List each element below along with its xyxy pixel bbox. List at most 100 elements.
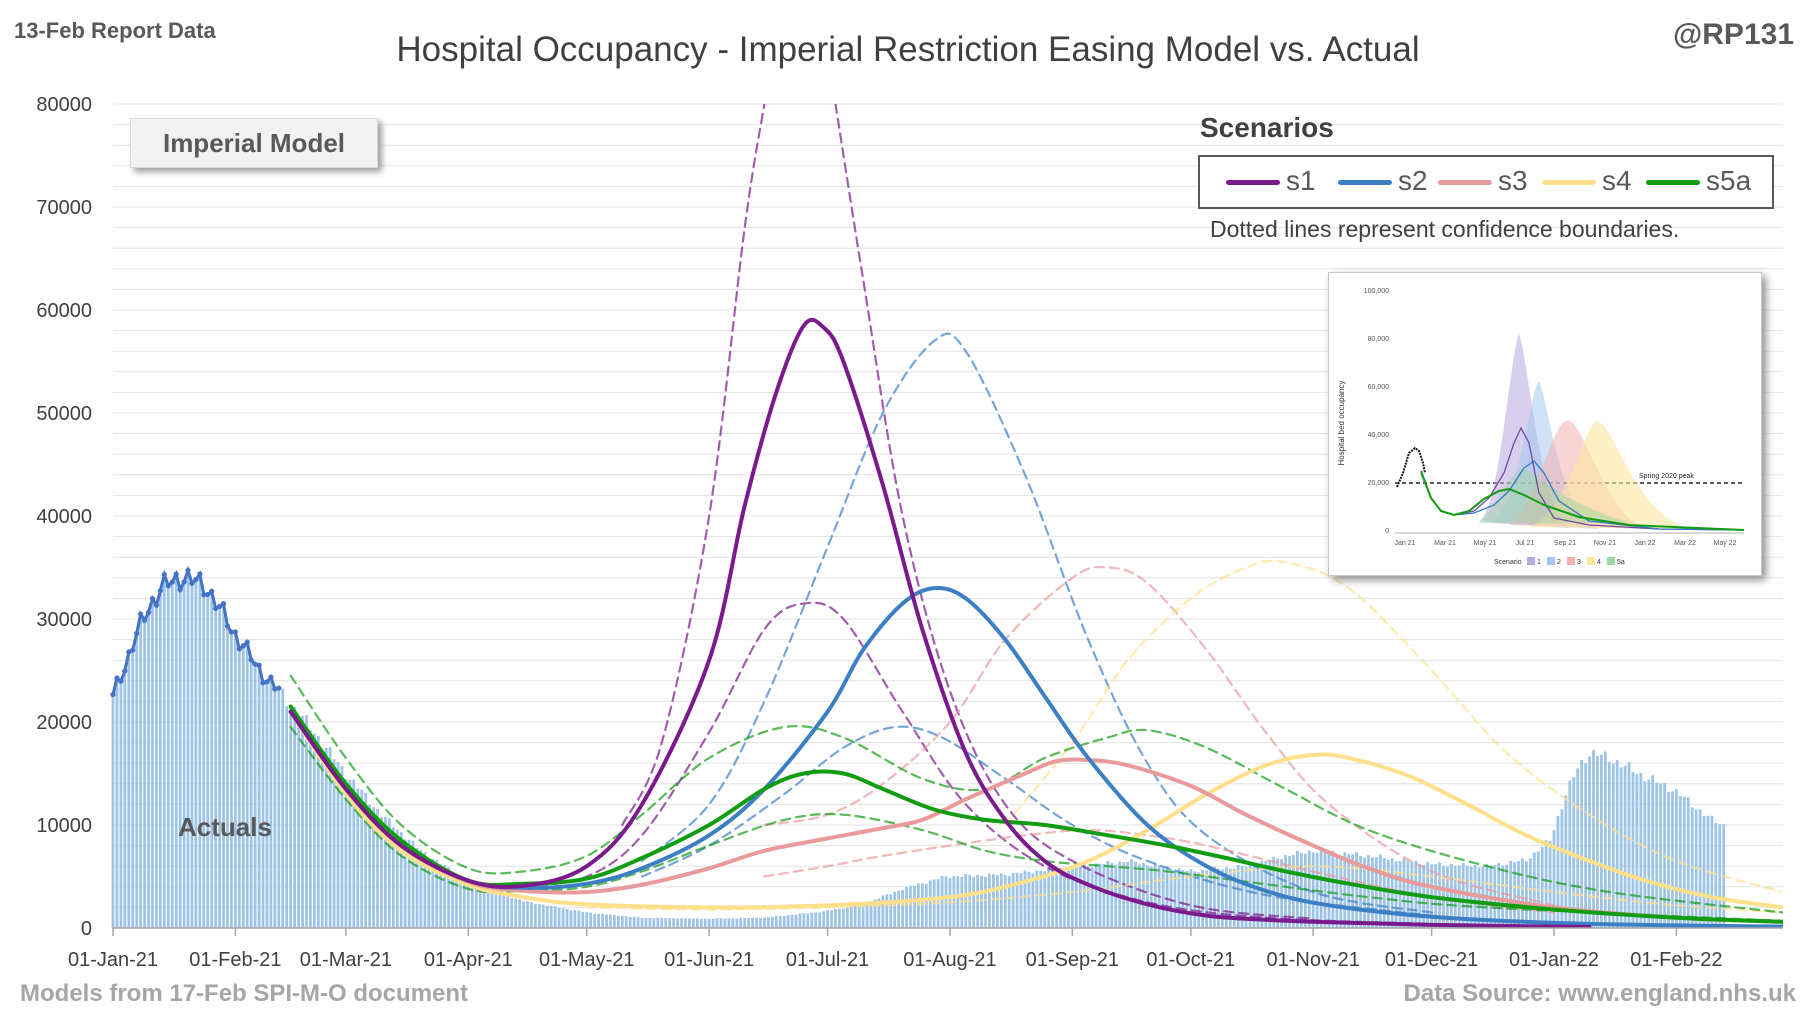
actuals-bar (624, 916, 628, 928)
actuals-bar (688, 918, 691, 928)
legend-swatch-s1 (1226, 180, 1280, 185)
actuals-bar (352, 779, 356, 928)
series-line-s2-lower (640, 725, 1433, 917)
actuals-bar (123, 670, 127, 928)
actuals-bar (984, 876, 987, 928)
actuals-bar (806, 913, 810, 928)
actuals-bar (1505, 864, 1509, 928)
actuals-bar (553, 906, 557, 928)
inset-ytick-60000: 60,000 (1368, 384, 1390, 391)
actuals-bar (1126, 861, 1130, 928)
inset-ylabel: Hospital bed occupancy (1337, 381, 1346, 466)
actuals-bar (1288, 856, 1291, 928)
inset-xtick-3: Jul 21 (1516, 540, 1535, 547)
inset-actuals-line (1396, 446, 1426, 488)
actuals-bar (1513, 862, 1516, 928)
actuals-bar (1702, 816, 1706, 928)
actuals-bar (759, 918, 762, 928)
actuals-bar (1236, 864, 1240, 928)
actuals-bar (972, 876, 976, 928)
actuals-bar (1197, 872, 1201, 928)
actuals-bar (818, 912, 822, 928)
actuals-bar (1189, 869, 1193, 928)
actuals-bar (1544, 840, 1548, 928)
inset-legend-item-2: 2 (1557, 559, 1561, 566)
y-tick-label: 0 (81, 918, 92, 940)
actuals-bar (889, 894, 893, 928)
actuals-bar (928, 880, 932, 928)
actuals-bar (1059, 867, 1062, 928)
actuals-bar (1252, 865, 1256, 928)
actuals-bar (549, 905, 553, 928)
inset-legend-item-1: 1 (1537, 559, 1541, 566)
actuals-bar (119, 681, 123, 928)
actuals-bar (1063, 868, 1066, 928)
actuals-bar (178, 589, 182, 928)
series-line-s1-lower (522, 601, 1433, 925)
x-tick-label: 01-Jan-21 (68, 949, 158, 971)
actuals-point (272, 686, 278, 692)
actuals-bar (249, 659, 253, 928)
actuals-bar (660, 917, 664, 928)
actuals-bar (538, 904, 541, 928)
actuals-bar (695, 918, 699, 928)
legend-title: Scenarios (1200, 112, 1334, 143)
actuals-bar (743, 917, 747, 928)
actuals-bar (155, 605, 158, 928)
series-line-s3 (288, 709, 1783, 924)
actuals-bar (344, 779, 348, 928)
actuals-bar (423, 852, 427, 928)
actuals-bar (1244, 866, 1248, 928)
footer-source-models: Models from 17-Feb SPI-M-O document (20, 980, 469, 1007)
actuals-bar (1564, 795, 1568, 928)
actuals-bar (1193, 871, 1197, 928)
actuals-bar (1173, 870, 1177, 928)
actuals-bar (585, 912, 589, 928)
actuals-bar (297, 718, 300, 928)
actuals-bar (522, 901, 525, 928)
actuals-bar (293, 706, 296, 928)
actuals-bar (632, 916, 636, 928)
actuals-bar (474, 885, 478, 928)
actuals-bar (920, 883, 924, 928)
actuals-bar (1335, 854, 1339, 928)
actuals-bar (541, 904, 545, 928)
actuals-bar (482, 887, 486, 928)
actuals-bar (1205, 870, 1208, 928)
actuals-bar (316, 736, 320, 928)
actuals-bar (699, 918, 703, 928)
actuals-bar (1323, 851, 1327, 928)
actuals-bar (841, 908, 845, 928)
actuals-bar (853, 905, 857, 928)
actuals-point (114, 675, 120, 681)
actuals-bar (656, 917, 660, 928)
actuals-bar (435, 859, 439, 928)
actuals-bar (1382, 858, 1386, 928)
x-tick-label: 01-Feb-22 (1630, 949, 1722, 971)
actuals-bar (210, 591, 214, 928)
actuals-bar (707, 918, 711, 928)
actuals-bar (506, 895, 510, 928)
actuals-bar (336, 762, 340, 928)
actuals-bar (723, 918, 727, 928)
actuals-bar (1635, 774, 1639, 928)
x-tick-label: 01-Aug-21 (903, 949, 996, 971)
actuals-bar (380, 817, 383, 928)
actuals-bar (1592, 750, 1595, 928)
actuals-bar (502, 893, 506, 928)
actuals-bar (1078, 866, 1082, 928)
actuals-bar (332, 759, 336, 928)
x-tick-label: 01-Feb-21 (189, 949, 281, 971)
actuals-bar (581, 912, 585, 928)
actuals-bar (281, 688, 285, 928)
actuals-bar (147, 612, 150, 928)
series-line-s1-upper-falling- (834, 104, 1315, 920)
actuals-point (130, 647, 136, 653)
actuals-bar (1299, 852, 1303, 928)
actuals-bar (857, 904, 861, 928)
legend-label-s1: s1 (1286, 165, 1316, 196)
actuals-bar (1343, 852, 1347, 928)
actuals-bar (1011, 872, 1015, 928)
inset-legend-label: Scenario (1494, 559, 1522, 566)
